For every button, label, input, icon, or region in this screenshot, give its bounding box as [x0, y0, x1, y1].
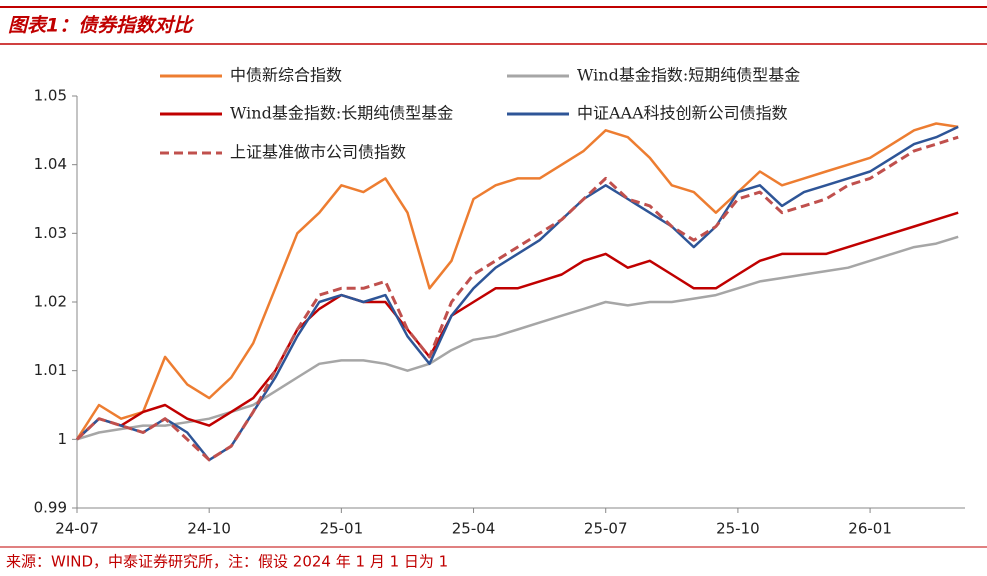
x-tick-label: 26-01 — [848, 520, 892, 538]
x-tick-label: 25-01 — [320, 520, 364, 538]
y-tick-label: 1.05 — [34, 87, 67, 105]
series-line — [76, 235, 959, 441]
y-tick-label: 1.04 — [34, 155, 67, 173]
series-line — [76, 125, 959, 462]
x-tick-label: 25-04 — [452, 520, 496, 538]
x-tick-label: 24-10 — [187, 520, 231, 538]
legend-label: 中债新综合指数 — [230, 66, 342, 85]
y-tick-label: 1.02 — [34, 293, 67, 311]
y-tick-label: 0.99 — [34, 499, 67, 517]
series-line — [76, 211, 959, 441]
y-tick-label: 1 — [57, 430, 67, 448]
legend-label: Wind基金指数:短期纯债型基金 — [577, 66, 800, 85]
chart-title: 图表1：债券指数对比 — [8, 15, 194, 37]
x-tick-label: 25-07 — [584, 520, 628, 538]
y-tick-label: 1.03 — [34, 224, 67, 242]
legend-label: Wind基金指数:长期纯债型基金 — [230, 104, 453, 123]
source: 来源：WIND，中泰证券研究所，注：假设 2024 年 1 月 1 日为 1 — [6, 553, 448, 571]
y-tick-label: 1.01 — [34, 361, 67, 379]
series-line — [75, 122, 959, 440]
x-tick-label: 25-10 — [716, 520, 760, 538]
legend-label: 中证AAA科技创新公司债指数 — [577, 104, 788, 123]
series-line — [75, 135, 959, 462]
x-tick-label: 24-07 — [55, 520, 99, 538]
legend-label: 上证基准做市公司债指数 — [230, 143, 406, 162]
